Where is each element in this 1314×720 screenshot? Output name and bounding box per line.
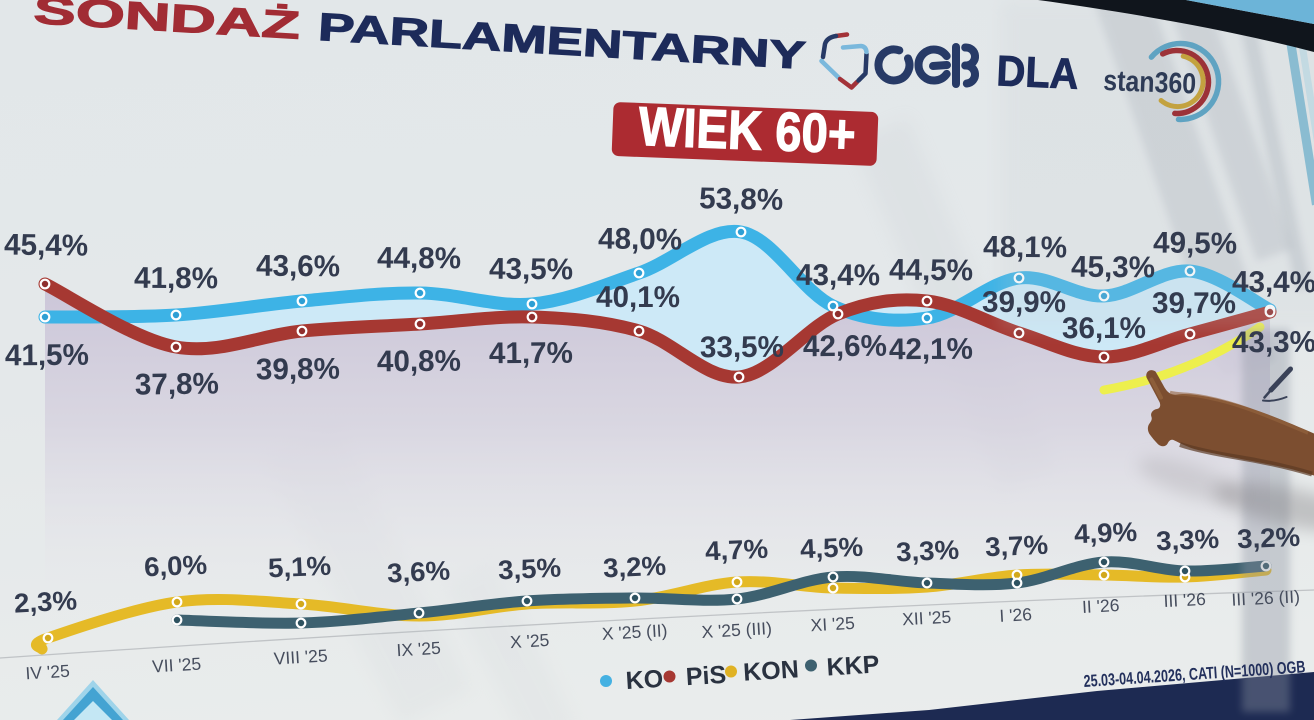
svg-text:3,6%: 3,6% xyxy=(386,556,450,589)
svg-text:42,6%: 42,6% xyxy=(803,330,887,363)
svg-text:6,0%: 6,0% xyxy=(143,550,207,583)
svg-text:43,4%: 43,4% xyxy=(796,259,880,293)
svg-text:I '26: I '26 xyxy=(999,604,1033,626)
svg-text:45,4%: 45,4% xyxy=(4,228,88,262)
svg-text:43,6%: 43,6% xyxy=(256,250,340,284)
svg-text:41,5%: 41,5% xyxy=(5,339,89,373)
svg-text:X '25 (III): X '25 (III) xyxy=(701,618,772,642)
svg-text:44,5%: 44,5% xyxy=(889,254,973,288)
svg-text:4,9%: 4,9% xyxy=(1074,517,1138,549)
svg-text:4,7%: 4,7% xyxy=(705,534,769,567)
svg-text:3,3%: 3,3% xyxy=(1156,524,1220,556)
svg-text:IX '25: IX '25 xyxy=(396,638,441,661)
svg-text:41,7%: 41,7% xyxy=(489,337,573,371)
svg-text:3,3%: 3,3% xyxy=(896,535,960,568)
svg-text:WIEK 60+: WIEK 60+ xyxy=(638,95,857,165)
svg-text:X '25: X '25 xyxy=(509,630,549,652)
svg-text:37,8%: 37,8% xyxy=(135,367,219,401)
svg-text:45,3%: 45,3% xyxy=(1071,251,1155,285)
svg-text:43,5%: 43,5% xyxy=(489,253,573,287)
svg-text:43,4%: 43,4% xyxy=(1232,266,1314,299)
svg-text:II '26: II '26 xyxy=(1082,595,1120,617)
svg-text:48,0%: 48,0% xyxy=(598,222,682,256)
svg-text:3,2%: 3,2% xyxy=(602,551,666,584)
svg-text:IV '25: IV '25 xyxy=(25,661,70,684)
svg-text:5,1%: 5,1% xyxy=(267,551,331,584)
svg-text:48,1%: 48,1% xyxy=(983,231,1067,265)
svg-text:39,9%: 39,9% xyxy=(982,286,1066,319)
svg-text:stan360: stan360 xyxy=(1103,64,1197,100)
svg-text:3,2%: 3,2% xyxy=(1237,522,1301,554)
svg-text:44,8%: 44,8% xyxy=(377,242,461,276)
svg-text:2,3%: 2,3% xyxy=(13,585,77,618)
svg-text:53,8%: 53,8% xyxy=(699,182,784,217)
svg-text:KKP: KKP xyxy=(826,650,880,681)
svg-text:III '26: III '26 xyxy=(1163,589,1206,611)
svg-text:39,8%: 39,8% xyxy=(256,353,340,387)
svg-text:4,5%: 4,5% xyxy=(800,532,864,565)
svg-text:3,5%: 3,5% xyxy=(497,553,561,586)
svg-text:VIII '25: VIII '25 xyxy=(273,645,328,668)
svg-text:49,5%: 49,5% xyxy=(1153,226,1237,260)
svg-text:42,1%: 42,1% xyxy=(889,333,973,367)
svg-text:PiS: PiS xyxy=(685,661,727,691)
svg-text:KO: KO xyxy=(625,665,664,695)
svg-text:XII '25: XII '25 xyxy=(902,607,952,630)
svg-text:PARLAMENTARNY: PARLAMENTARNY xyxy=(317,5,807,77)
svg-text:40,8%: 40,8% xyxy=(377,345,461,379)
svg-text:III '26 (II): III '26 (II) xyxy=(1231,586,1300,609)
svg-text:XI '25: XI '25 xyxy=(810,613,855,635)
svg-text:39,7%: 39,7% xyxy=(1152,287,1236,320)
svg-text:SONDAŻ: SONDAŻ xyxy=(32,0,301,48)
svg-text:3,7%: 3,7% xyxy=(985,530,1049,563)
svg-text:VII '25: VII '25 xyxy=(152,654,202,677)
svg-text:36,1%: 36,1% xyxy=(1062,312,1146,345)
svg-text:33,5%: 33,5% xyxy=(700,331,784,365)
svg-text:41,8%: 41,8% xyxy=(134,262,218,296)
svg-text:X '25 (II): X '25 (II) xyxy=(601,620,668,644)
svg-text:43,3%: 43,3% xyxy=(1232,326,1314,359)
svg-text:DLA: DLA xyxy=(996,47,1080,99)
svg-text:40,1%: 40,1% xyxy=(596,281,680,314)
svg-text:KON: KON xyxy=(742,655,799,686)
